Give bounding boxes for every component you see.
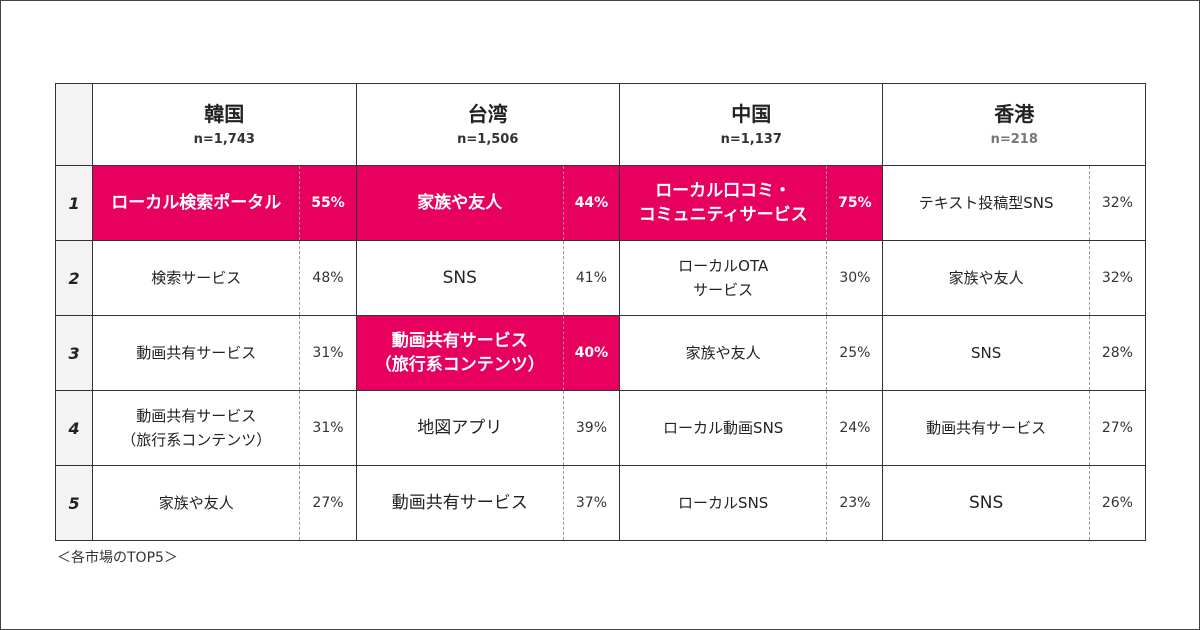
market-header-korea: 韓国 n=1,743 xyxy=(92,83,357,166)
channel-percentage: 30% xyxy=(826,240,884,316)
channel-label: ローカル動画SNS xyxy=(618,390,828,466)
rank-cell: 3 xyxy=(54,315,94,391)
channel-percentage: 48% xyxy=(299,240,357,316)
channel-label: 家族や友人 xyxy=(92,465,301,541)
channel-label: 動画共有サービス xyxy=(882,390,1090,466)
channel-label: 動画共有サービス xyxy=(355,465,564,541)
market-name: 中国 xyxy=(731,101,772,126)
channel-label: 家族や友人 xyxy=(882,240,1090,316)
market-header-taiwan: 台湾 n=1,506 xyxy=(355,83,621,166)
channel-label: 動画共有サービス （旅行系コンテンツ） xyxy=(355,315,564,391)
rank-cell: 1 xyxy=(54,165,94,241)
top5-table: 韓国 n=1,743 台湾 n=1,506 中国 n=1,137 香港 n=21… xyxy=(54,83,1147,541)
channel-label: SNS xyxy=(882,315,1090,391)
channel-percentage: 28% xyxy=(1089,315,1147,391)
channel-label: テキスト投稿型SNS xyxy=(882,165,1090,241)
channel-label: ローカルSNS xyxy=(618,465,828,541)
table-body: 1 ローカル検索ポータル 55% 家族や友人 44% ローカル口コミ・ コミュニティサービ… xyxy=(54,165,1147,541)
channel-label: 動画共有サービス xyxy=(92,315,301,391)
table-row: 1 ローカル検索ポータル 55% 家族や友人 44% ローカル口コミ・ コミュニティサービ… xyxy=(54,165,1147,241)
market-header-hongkong: 香港 n=218 xyxy=(882,83,1146,166)
channel-percentage: 75% xyxy=(826,165,884,241)
channel-percentage: 25% xyxy=(826,315,884,391)
channel-percentage: 39% xyxy=(563,390,621,466)
channel-percentage: 24% xyxy=(826,390,884,466)
channel-percentage: 41% xyxy=(563,240,621,316)
market-name: 台湾 xyxy=(467,101,508,126)
table-caption: ＜各市場のTOP5＞ xyxy=(57,550,178,566)
channel-percentage: 40% xyxy=(563,315,621,391)
channel-percentage: 44% xyxy=(563,165,621,241)
table-row: 3 動画共有サービス 31% 動画共有サービス （旅行系コンテンツ） 40% 家族や友人 2… xyxy=(54,315,1147,391)
table-row: 2 検索サービス 48% SNS 41% ローカルOTA サービス 30% 家族や友人 32% xyxy=(54,240,1147,316)
channel-label: 家族や友人 xyxy=(355,165,564,241)
channel-percentage: 37% xyxy=(563,465,621,541)
channel-label: 地図アプリ xyxy=(355,390,564,466)
market-header-china: 中国 n=1,137 xyxy=(618,83,884,166)
channel-percentage: 27% xyxy=(299,465,357,541)
channel-percentage: 31% xyxy=(299,315,357,391)
channel-percentage: 31% xyxy=(299,390,357,466)
market-sample-size: n=1,743 xyxy=(193,131,255,147)
channel-label: SNS xyxy=(882,465,1090,541)
channel-label: SNS xyxy=(355,240,564,316)
market-sample-size: n=1,506 xyxy=(457,131,519,147)
channel-percentage: 26% xyxy=(1089,465,1147,541)
channel-percentage: 23% xyxy=(826,465,884,541)
channel-label: ローカル口コミ・ コミュニティサービス xyxy=(618,165,828,241)
table-row: 5 家族や友人 27% 動画共有サービス 37% ローカルSNS 23% SNS 26% xyxy=(54,465,1147,541)
channel-label: 家族や友人 xyxy=(618,315,828,391)
market-name: 香港 xyxy=(994,101,1035,126)
market-sample-size: n=1,137 xyxy=(720,131,782,147)
table-row: 4 動画共有サービス （旅行系コンテンツ） 31% 地図アプリ 39% ローカル動画SNS… xyxy=(54,390,1147,466)
channel-percentage: 55% xyxy=(299,165,357,241)
channel-label: 検索サービス xyxy=(92,240,301,316)
rank-cell: 2 xyxy=(54,240,94,316)
channel-percentage: 27% xyxy=(1089,390,1147,466)
rank-cell: 5 xyxy=(54,465,94,541)
channel-percentage: 32% xyxy=(1089,240,1147,316)
channel-label: ローカルOTA サービス xyxy=(618,240,828,316)
channel-label: 動画共有サービス （旅行系コンテンツ） xyxy=(92,390,301,466)
market-sample-size: n=218 xyxy=(990,131,1038,147)
header-row: 韓国 n=1,743 台湾 n=1,506 中国 n=1,137 香港 n=21… xyxy=(54,83,1146,166)
rank-header-cell xyxy=(54,83,94,166)
channel-label: ローカル検索ポータル xyxy=(92,165,301,241)
rank-cell: 4 xyxy=(54,390,94,466)
market-name: 韓国 xyxy=(204,101,245,126)
channel-percentage: 32% xyxy=(1089,165,1147,241)
